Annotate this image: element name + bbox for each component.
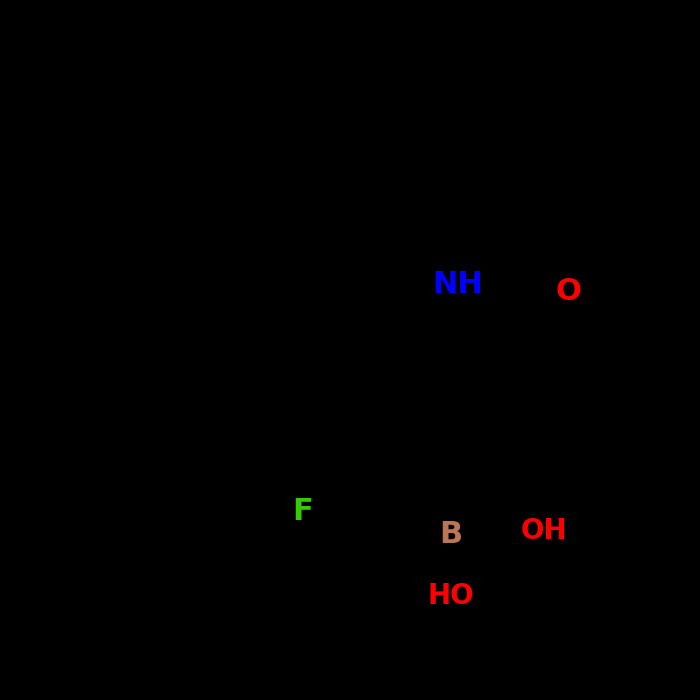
Text: F: F [292, 497, 313, 526]
Text: B: B [440, 520, 463, 549]
Text: NH: NH [432, 270, 482, 299]
Text: O: O [556, 277, 582, 307]
Text: HO: HO [428, 582, 475, 610]
Text: OH: OH [521, 517, 567, 545]
